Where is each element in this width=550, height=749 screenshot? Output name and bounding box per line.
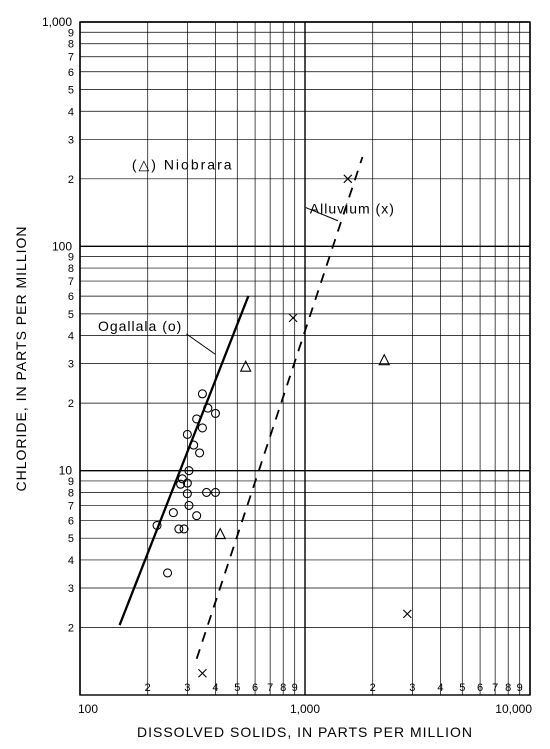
x-major-tick-label: 1,000 bbox=[290, 702, 320, 716]
y-minor-tick-label: 4 bbox=[68, 106, 74, 118]
y-minor-tick-label: 5 bbox=[68, 85, 74, 97]
y-minor-tick-label: 7 bbox=[68, 52, 74, 64]
x-minor-tick-label: 2 bbox=[145, 682, 151, 694]
scatter-log-chart: 101001,0002345678923456789234567891001,0… bbox=[0, 0, 550, 749]
y-minor-tick-label: 6 bbox=[68, 515, 74, 527]
y-minor-tick-label: 8 bbox=[68, 39, 74, 51]
y-minor-tick-label: 9 bbox=[68, 252, 74, 264]
y-minor-tick-label: 2 bbox=[68, 622, 74, 634]
y-minor-tick-label: 9 bbox=[68, 476, 74, 488]
x-minor-tick-label: 4 bbox=[212, 682, 218, 694]
y-minor-tick-label: 8 bbox=[68, 263, 74, 275]
y-minor-tick-label: 6 bbox=[68, 67, 74, 79]
y-minor-tick-label: 3 bbox=[68, 583, 74, 595]
x-axis-label: DISSOLVED SOLIDS, IN PARTS PER MILLION bbox=[137, 724, 473, 740]
y-minor-tick-label: 6 bbox=[68, 291, 74, 303]
x-major-tick-label: 100 bbox=[78, 702, 98, 716]
x-minor-tick-label: 6 bbox=[477, 682, 483, 694]
x-major-tick-label: 10,000 bbox=[495, 702, 532, 716]
y-minor-tick-label: 8 bbox=[68, 487, 74, 499]
x-minor-tick-label: 9 bbox=[292, 682, 298, 694]
x-minor-tick-label: 6 bbox=[252, 682, 258, 694]
x-minor-tick-label: 5 bbox=[459, 682, 465, 694]
y-minor-tick-label: 5 bbox=[68, 533, 74, 545]
x-minor-tick-label: 7 bbox=[267, 682, 273, 694]
x-minor-tick-label: 2 bbox=[370, 682, 376, 694]
y-minor-tick-label: 3 bbox=[68, 359, 74, 371]
x-minor-tick-label: 3 bbox=[409, 682, 415, 694]
y-minor-tick-label: 7 bbox=[68, 500, 74, 512]
y-minor-tick-label: 3 bbox=[68, 134, 74, 146]
x-minor-tick-label: 5 bbox=[234, 682, 240, 694]
x-minor-tick-label: 9 bbox=[517, 682, 523, 694]
x-minor-tick-label: 8 bbox=[505, 682, 511, 694]
series-label: (△) Niobrara bbox=[132, 157, 234, 173]
y-minor-tick-label: 7 bbox=[68, 276, 74, 288]
chart-container: 101001,0002345678923456789234567891001,0… bbox=[0, 0, 550, 749]
y-minor-tick-label: 2 bbox=[68, 174, 74, 186]
x-minor-tick-label: 7 bbox=[492, 682, 498, 694]
y-minor-tick-label: 9 bbox=[68, 27, 74, 39]
y-minor-tick-label: 4 bbox=[68, 555, 74, 567]
y-minor-tick-label: 2 bbox=[68, 398, 74, 410]
x-minor-tick-label: 8 bbox=[280, 682, 286, 694]
y-axis-label: CHLORIDE, IN PARTS PER MILLION bbox=[13, 226, 29, 492]
series-label: Ogallala (o) bbox=[98, 318, 182, 334]
y-minor-tick-label: 4 bbox=[68, 331, 74, 343]
x-minor-tick-label: 4 bbox=[437, 682, 443, 694]
x-minor-tick-label: 3 bbox=[184, 682, 190, 694]
grid bbox=[80, 22, 530, 695]
y-minor-tick-label: 5 bbox=[68, 309, 74, 321]
